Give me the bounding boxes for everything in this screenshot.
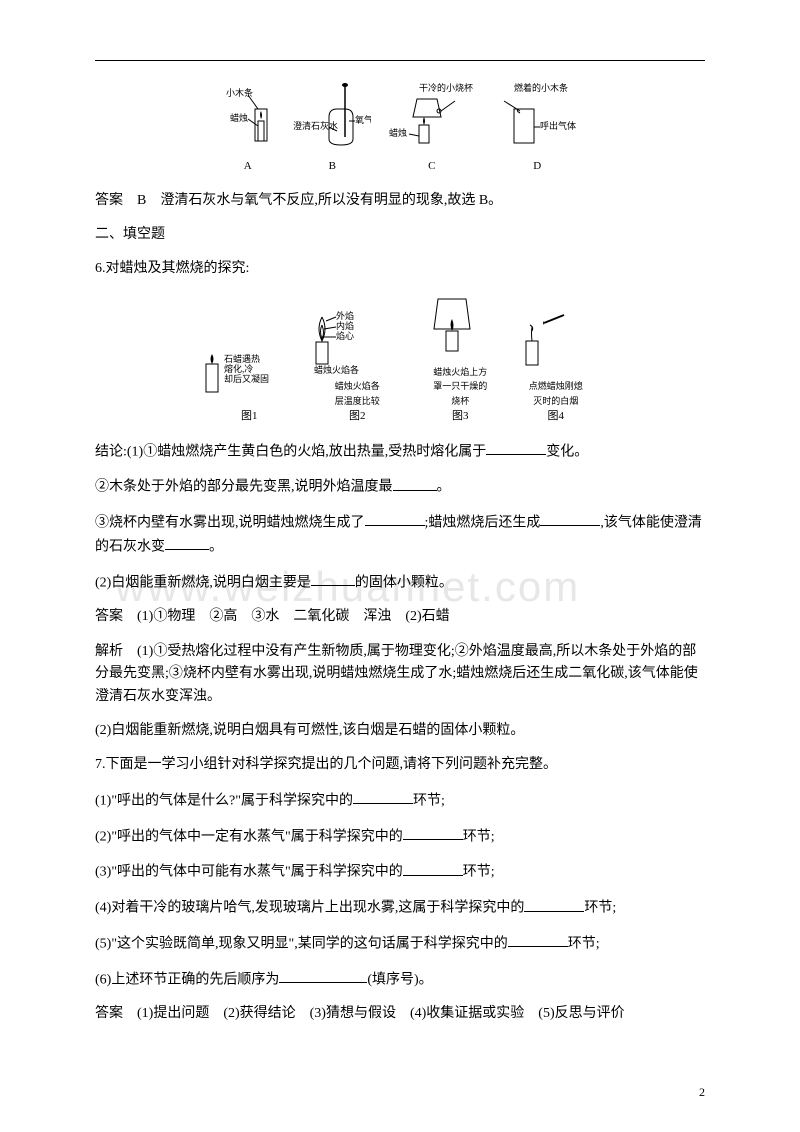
q7-6: (6)上述环节正确的先后顺序为(填序号)。 [95,968,705,992]
q6-3: ③烧杯内壁有水雾出现,说明蜡烛燃烧生成了;蜡烛燃烧后还生成,该气体能使澄清的石灰… [95,511,705,559]
diagram-row-2: 石蜡遇热 熔化,冷 却后又凝固 图1 外焰 内焰 焰心 蜡烛火焰各 蜡烛火焰各层… [95,293,705,426]
fig2-caption: 蜡烛火焰各层温度比较 [310,379,405,408]
section-2: 二、填空题 [95,224,705,246]
q7-title: 7.下面是一学习小组针对科学探究提出的几个问题,请将下列问题补充完整。 [95,754,705,776]
label-gas-d: 呼出气体 [540,120,576,131]
exp6-2: (2)白烟能重新燃烧,说明白烟具有可燃性,该白烟是石蜡的固体小颗粒。 [95,720,705,742]
fig4-caption: 点燃蜡烛刚熄灭时的白烟 [516,379,596,408]
label-gas: 氧气 [355,114,371,125]
q7-5: (5)"这个实验既简单,现象又明显",某同学的这句话属于科学探究中的环节; [95,932,705,956]
diagram-label-A: A [218,158,278,176]
diagram-A: 小木条 蜡烛 A [218,81,278,176]
fig3-label: 图3 [420,408,500,426]
q6-2: ②木条处于外焰的部分最先变黑,说明外焰温度最。 [95,475,705,499]
q6-1: 结论:(1)①蜡烛燃烧产生黄白色的火焰,放出热量,受热时熔化属于变化。 [95,440,705,464]
svg-text:石蜡遇热: 石蜡遇热 [224,353,260,364]
ans6: 答案 (1)①物理 ②高 ③水 二氧化碳 浑浊 (2)石蜡 [95,606,705,628]
label-cup: 干冷的小烧杯 [419,82,473,93]
exp6-1: 解析 (1)①受热熔化过程中没有产生新物质,属于物理变化;②外焰温度最高,所以木… [95,641,705,708]
top-rule [95,60,705,61]
diagram-label-C: C [387,158,477,176]
fig3-caption: 蜡烛火焰上方罩一只干燥的烧杯 [420,365,500,408]
q7-3: (3)"呼出的气体中可能有水蒸气"属于科学探究中的环节; [95,860,705,884]
label-stick-d: 燃着的小木条 [514,82,568,93]
q7-4: (4)对着干冷的玻璃片哈气,发现玻璃片上出现水雾,这属于科学探究中的环节; [95,896,705,920]
q7-2: (2)"呼出的气体中一定有水蒸气"属于科学探究中的环节; [95,825,705,849]
diagram-fig1: 石蜡遇热 熔化,冷 却后又凝固 图1 [204,336,294,426]
q7-1: (1)"呼出的气体是什么?"属于科学探究中的环节; [95,789,705,813]
svg-text:蜡烛火焰各: 蜡烛火焰各 [314,364,359,375]
fig1-label: 图1 [204,408,294,426]
diagram-B: 澄清石灰水 氧气 B [293,81,371,176]
svg-text:却后又凝固: 却后又凝固 [224,374,269,384]
svg-text:内焰: 内焰 [336,320,354,331]
svg-text:焰心: 焰心 [336,330,354,341]
q6-4: (2)白烟能重新燃烧,说明白烟主要是的固体小颗粒。 [95,571,705,595]
label-lime: 澄清石灰水 [293,120,338,131]
diagram-fig2: 外焰 内焰 焰心 蜡烛火焰各 蜡烛火焰各层温度比较 图2 [310,307,405,425]
diagram-label-B: B [293,158,371,176]
diagram-C: 干冷的小烧杯 蜡烛 C [387,81,477,176]
content: 小木条 蜡烛 A 澄清石灰水 氧气 B [95,81,705,1026]
label-candle-c: 蜡烛 [389,127,407,138]
ans7: 答案 (1)提出问题 (2)获得结论 (3)猜想与假设 (4)收集证据或实验 (… [95,1003,705,1025]
fig4-label: 图4 [516,408,596,426]
answer-5: 答案 B 澄清石灰水与氧气不反应,所以没有明显的现象,故选 B。 [95,190,705,212]
q6-title: 6.对蜡烛及其燃烧的探究: [95,258,705,280]
diagram-fig4: 点燃蜡烛刚熄灭时的白烟 图4 [516,307,596,425]
diagram-label-D: D [492,158,582,176]
fig2-label: 图2 [310,408,405,426]
diagram-D: 燃着的小木条 呼出气体 D [492,81,582,176]
svg-text:外焰: 外焰 [336,310,354,321]
svg-text:熔化,冷: 熔化,冷 [224,363,253,374]
diagram-row-1: 小木条 蜡烛 A 澄清石灰水 氧气 B [95,81,705,176]
diagram-fig3: 蜡烛火焰上方罩一只干燥的烧杯 图3 [420,293,500,426]
label-candle: 蜡烛 [230,112,248,123]
page-number: 2 [699,1083,705,1102]
